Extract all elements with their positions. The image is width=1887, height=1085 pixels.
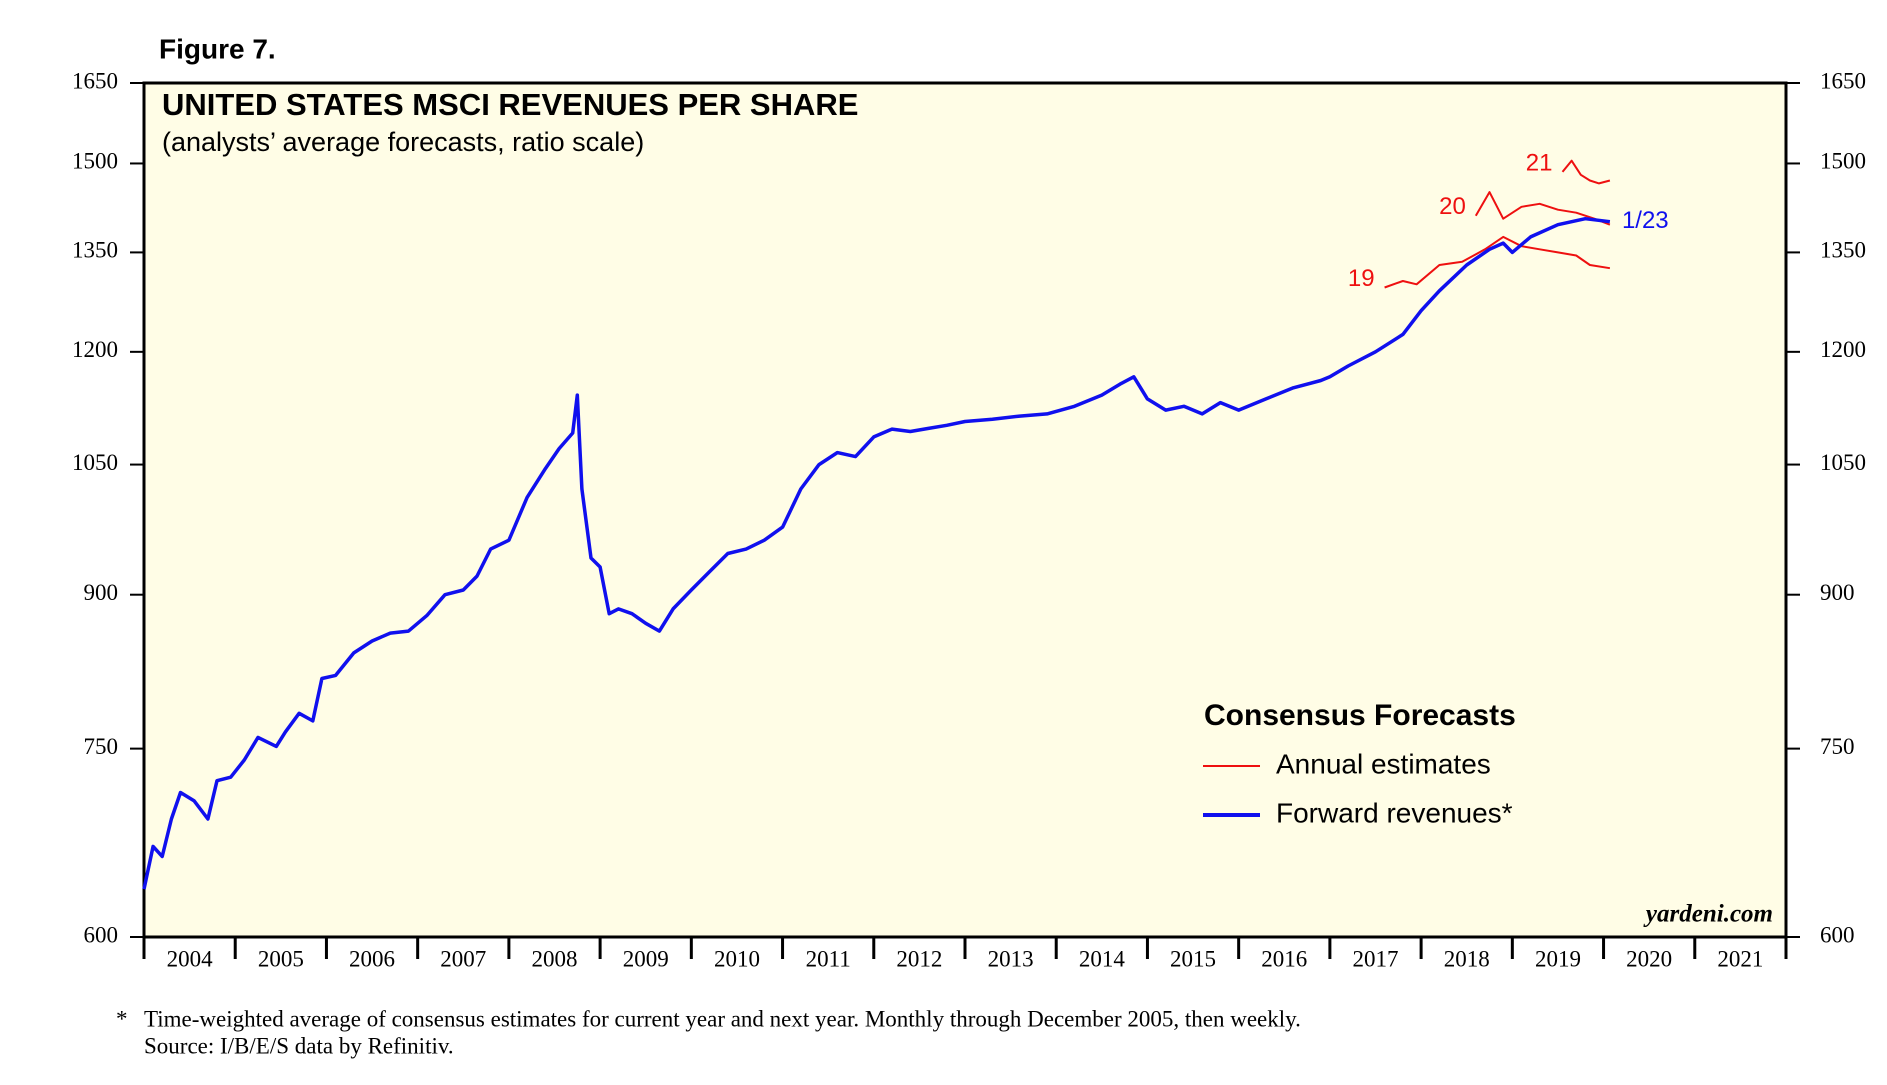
x-tick-label: 2011 [806, 946, 851, 971]
y-tick-label-right: 900 [1820, 580, 1855, 605]
y-tick-label: 1650 [72, 68, 118, 93]
y-tick-label-right: 750 [1820, 734, 1855, 759]
y-tick-label: 900 [84, 580, 119, 605]
x-tick-label: 2005 [258, 946, 304, 971]
watermark: yardeni.com [1643, 901, 1773, 928]
x-tick-label: 2018 [1444, 946, 1490, 971]
series-line [1384, 235, 1611, 289]
y-tick-label-right: 1050 [1820, 450, 1866, 475]
x-tick-label: 2016 [1261, 946, 1307, 971]
y-tick-label-right: 1650 [1820, 68, 1866, 93]
x-tick-label: 2019 [1535, 946, 1581, 971]
x-tick-label: 2013 [988, 946, 1034, 971]
plot-area [142, 81, 1788, 939]
y-tick-label-right: 600 [1820, 922, 1855, 947]
x-tick-label: 2020 [1626, 946, 1672, 971]
x-tick-label: 2009 [623, 946, 669, 971]
footnote: Time-weighted average of consensus estim… [144, 1006, 1301, 1031]
legend-title: Consensus Forecasts [1204, 699, 1516, 732]
y-tick-label-right: 1350 [1820, 238, 1866, 263]
y-tick-label: 1200 [72, 337, 118, 362]
y-tick-label: 750 [84, 734, 119, 759]
y-tick-label-right: 1200 [1820, 337, 1866, 362]
x-tick-label: 2015 [1170, 946, 1216, 971]
x-tick-label: 2004 [167, 946, 214, 971]
x-tick-label: 2021 [1717, 946, 1763, 971]
footnote-marker: * [116, 1006, 128, 1031]
x-tick-label: 2008 [532, 946, 578, 971]
y-tick-label: 1050 [72, 450, 118, 475]
x-tick-label: 2010 [714, 946, 760, 971]
series-line [1474, 191, 1611, 226]
series-line [142, 216, 1611, 890]
source: Source: I/B/E/S data by Refinitiv. [144, 1033, 454, 1058]
figure-label: Figure 7. [159, 33, 276, 64]
series-label: 21 [1526, 149, 1553, 176]
series-line [1561, 159, 1611, 185]
chart-title: UNITED STATES MSCI REVENUES PER SHARE [162, 87, 858, 122]
chart-subtitle: (analysts’ average forecasts, ratio scal… [162, 127, 644, 157]
x-tick-label: 2017 [1353, 946, 1399, 971]
series-label: 19 [1348, 265, 1375, 292]
y-tick-label-right: 1500 [1820, 149, 1866, 174]
y-tick-label: 1500 [72, 149, 118, 174]
legend-label: Annual estimates [1276, 748, 1491, 779]
legend-label: Forward revenues* [1276, 797, 1513, 828]
end-label: 1/23 [1622, 207, 1669, 234]
x-tick-label: 2012 [896, 946, 942, 971]
x-tick-label: 2007 [440, 946, 486, 971]
x-tick-label: 2014 [1079, 946, 1126, 971]
series-label: 20 [1439, 193, 1466, 220]
y-tick-label: 1350 [72, 238, 118, 263]
x-tick-label: 2006 [349, 946, 395, 971]
y-tick-label: 600 [84, 922, 119, 947]
